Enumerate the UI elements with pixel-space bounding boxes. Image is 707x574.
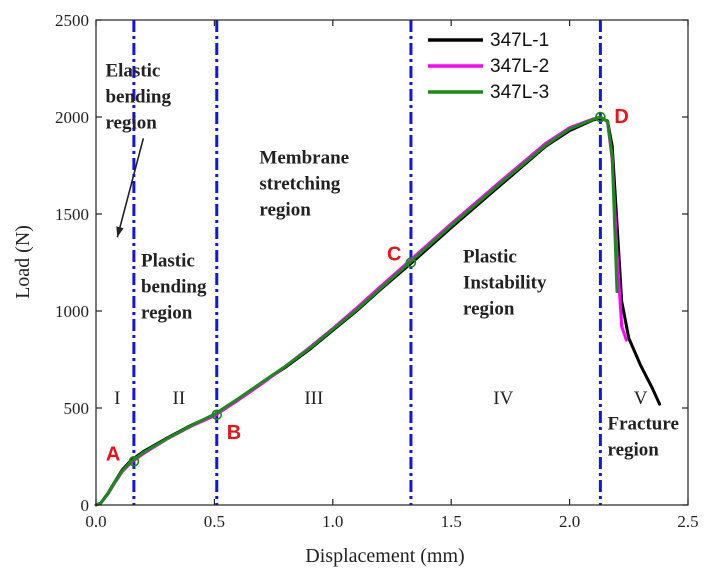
region-label-line: region (259, 200, 311, 221)
legend-label-2: 347L-2 (490, 56, 549, 77)
region-label: Fracture region (607, 413, 678, 460)
region-label-line: Instability (463, 273, 547, 294)
point-label-c: C (387, 244, 401, 266)
marker-point-c (405, 257, 417, 268)
region-label-line: Fracture (607, 413, 678, 434)
region-label-line: region (607, 439, 659, 460)
y-axis-title: Load (N) (12, 225, 34, 299)
region-numeral: IV (493, 388, 513, 409)
x-tick-label: 2.0 (559, 512, 580, 531)
region-label-line: bending (141, 276, 207, 297)
region-label: Plastic bending region (141, 250, 207, 323)
region-numeral: V (634, 388, 648, 409)
x-tick-label: 0.5 (204, 512, 225, 531)
x-tick-label: 1.5 (441, 512, 462, 531)
region-label: Membrane stretching region (259, 148, 349, 221)
region-numeral: I (114, 388, 120, 409)
x-axis-title: Displacement (mm) (305, 545, 464, 567)
point-label-b: B (227, 422, 241, 444)
x-tick-label: 0.0 (85, 512, 106, 531)
region-label-line: Elastic (105, 60, 160, 81)
point-label-a: A (106, 443, 120, 465)
x-tick-label: 2.5 (677, 512, 698, 531)
region-numeral: II (173, 388, 186, 409)
elastic-region-arrowhead (116, 226, 124, 238)
legend-label-1: 347L-1 (490, 30, 549, 51)
region-label-line: Plastic (463, 247, 517, 268)
region-label-line: bending (105, 86, 171, 107)
region-numeral: III (304, 388, 323, 409)
region-label-line: Membrane (259, 148, 349, 169)
region-label-line: stretching (259, 174, 340, 195)
region-label: Elastic bending region (105, 60, 171, 133)
y-tick-label: 2000 (55, 108, 89, 127)
y-tick-label: 500 (64, 399, 90, 418)
region-label-line: Plastic (141, 250, 195, 271)
marker-point-d (595, 111, 606, 123)
marker-point-a (128, 456, 140, 467)
region-label: Plastic Instability region (463, 247, 547, 320)
series-line-3 (94, 115, 619, 507)
legend-label-3: 347L-3 (490, 82, 549, 103)
y-tick-label: 2500 (55, 11, 89, 30)
marker-point-b (211, 409, 223, 421)
y-tick-label: 0 (81, 496, 90, 515)
region-label-line: region (463, 299, 515, 320)
y-tick-label: 1500 (55, 205, 89, 224)
point-label-d: D (614, 106, 628, 128)
y-tick-label: 1000 (55, 302, 89, 321)
region-label-line: region (141, 302, 193, 323)
elastic-region-arrow (116, 138, 145, 238)
plot-frame (95, 19, 689, 506)
x-tick-label: 1.0 (322, 512, 343, 531)
region-label-line: region (105, 112, 157, 133)
